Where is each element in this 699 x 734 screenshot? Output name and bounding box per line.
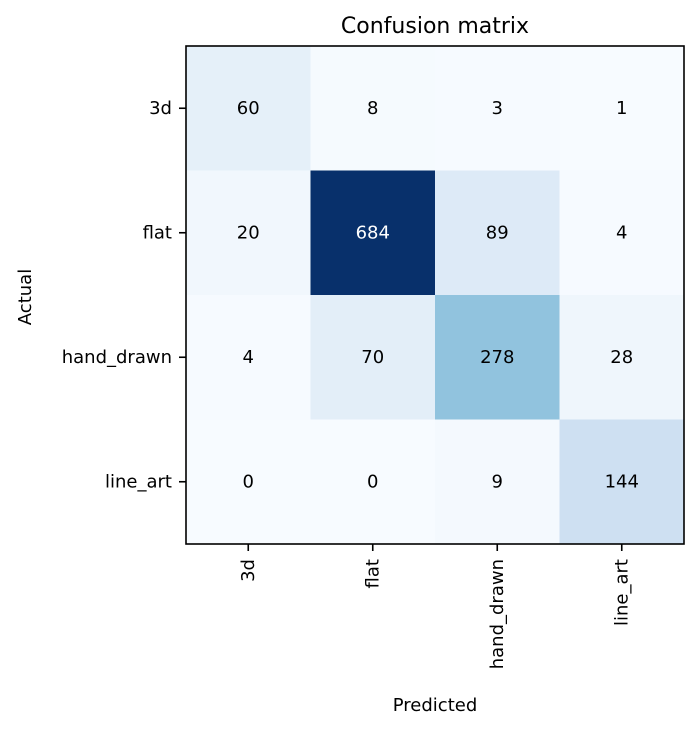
y-tick-label: hand_drawn (62, 347, 172, 368)
cell-value-label: 4 (243, 347, 254, 368)
heatmap-cell (186, 295, 311, 420)
x-tick-label: 3d (238, 559, 259, 582)
heatmap-cell (186, 170, 311, 296)
cell-value-label: 89 (486, 222, 509, 243)
cell-value-label: 144 (605, 471, 639, 492)
x-tick-label: flat (362, 559, 383, 588)
cell-value-label: 9 (492, 471, 503, 492)
heatmap-cell (559, 419, 685, 545)
heatmap-cell (435, 419, 560, 545)
heatmap-cell (310, 295, 436, 420)
heatmap-cell (559, 46, 685, 171)
cell-value-label: 684 (356, 222, 390, 243)
y-tick-label: line_art (105, 471, 172, 492)
x-tick-label: hand_drawn (487, 559, 508, 669)
heatmap-cell (559, 295, 685, 420)
heatmap-cell (559, 170, 685, 296)
x-axis-label: Predicted (393, 695, 478, 716)
y-tick-label: 3d (149, 98, 172, 119)
cell-value-label: 1 (616, 98, 627, 119)
heatmap-cell (310, 170, 436, 296)
heatmap-cell (435, 170, 560, 296)
cell-value-label: 4 (616, 222, 627, 243)
heatmap-cell (186, 419, 311, 545)
cell-value-label: 60 (237, 98, 260, 119)
y-axis-label: Actual (15, 269, 36, 325)
cell-value-label: 20 (237, 222, 260, 243)
cell-value-label: 0 (243, 471, 254, 492)
cell-value-label: 0 (367, 471, 378, 492)
heatmap-cells (186, 46, 685, 545)
x-tick-label: line_art (611, 559, 632, 626)
cell-value-label: 70 (361, 347, 384, 368)
heatmap-cell (310, 46, 436, 171)
plot-frame (185, 45, 685, 545)
cell-value-label: 8 (367, 98, 378, 119)
cell-value-label: 278 (480, 347, 514, 368)
heatmap-cell (435, 295, 560, 420)
cell-value-label: 3 (492, 98, 503, 119)
y-axis-ticks: 3d flat hand_drawn line_art (62, 98, 186, 492)
heatmap-cell (435, 46, 560, 171)
cell-value-label: 28 (610, 347, 633, 368)
chart-title: Confusion matrix (341, 14, 529, 39)
heatmap-cell (186, 46, 311, 171)
heatmap-cell (310, 419, 436, 545)
x-axis-ticks: 3d flat hand_drawn line_art (238, 544, 632, 669)
heatmap-value-labels: 60 8 3 1 20 684 89 4 4 70 278 28 0 0 9 144 (237, 98, 639, 493)
y-tick-label: flat (143, 222, 172, 243)
